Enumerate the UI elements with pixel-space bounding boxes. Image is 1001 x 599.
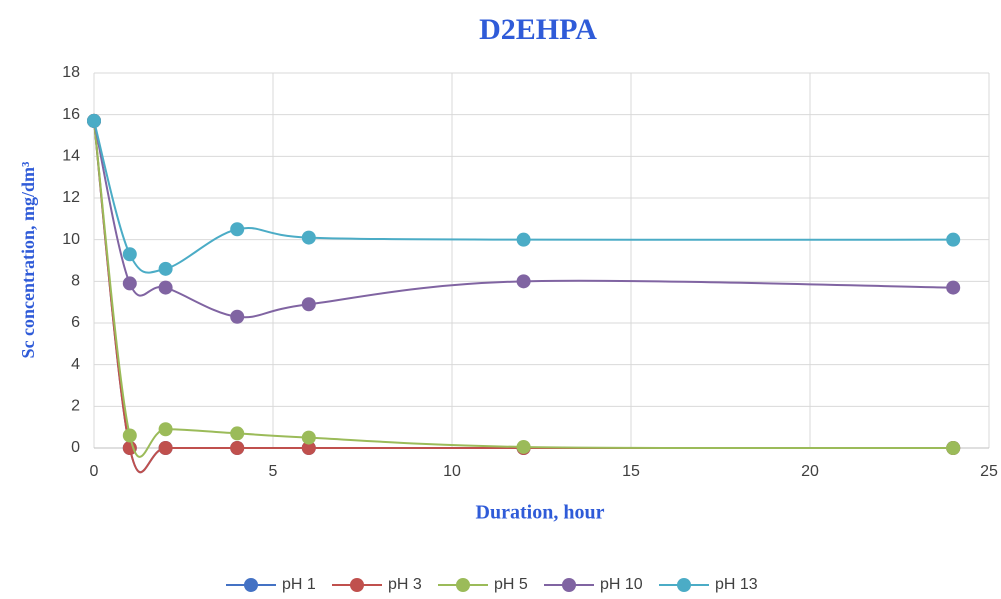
chart-title: D2EHPA xyxy=(479,13,597,46)
marker xyxy=(516,232,531,247)
legend-label: pH 10 xyxy=(600,576,643,593)
x-tick-label: 0 xyxy=(90,463,99,480)
legend-marker xyxy=(350,578,364,592)
legend-marker xyxy=(244,578,258,592)
series-line xyxy=(93,120,954,474)
legend-label: pH 5 xyxy=(494,576,528,593)
y-tick-label: 12 xyxy=(62,189,80,206)
series-line xyxy=(93,120,954,274)
legend-marker xyxy=(677,578,691,592)
legend-label: pH 1 xyxy=(282,576,316,593)
y-tick-label: 14 xyxy=(62,148,80,165)
y-tick-label: 0 xyxy=(71,439,80,456)
marker xyxy=(946,441,961,455)
legend-marker xyxy=(562,578,576,592)
marker xyxy=(122,428,137,443)
y-tick-label: 18 xyxy=(62,64,80,81)
y-tick-label: 8 xyxy=(71,273,80,290)
x-axis-label: Duration, hour xyxy=(476,502,605,524)
x-tick-label: 10 xyxy=(443,463,461,480)
x-tick-label: 15 xyxy=(622,463,640,480)
marker xyxy=(946,280,961,295)
series-line xyxy=(93,120,954,474)
x-tick-label: 25 xyxy=(980,463,998,480)
legend-marker xyxy=(456,578,470,592)
marker xyxy=(230,426,245,441)
marker xyxy=(230,441,245,455)
marker xyxy=(158,261,173,276)
marker xyxy=(158,441,173,455)
marker xyxy=(946,232,961,247)
marker xyxy=(301,441,316,455)
marker xyxy=(516,439,531,454)
marker xyxy=(158,422,173,437)
marker xyxy=(230,309,245,324)
marker xyxy=(301,230,316,245)
series-line xyxy=(93,120,954,458)
marker xyxy=(301,297,316,312)
marker xyxy=(87,113,101,128)
legend-label: pH 13 xyxy=(715,576,758,593)
marker xyxy=(122,441,137,455)
marker xyxy=(516,274,531,289)
marker xyxy=(122,276,137,291)
y-tick-label: 16 xyxy=(62,106,80,123)
y-tick-label: 6 xyxy=(71,314,80,331)
y-axis-label: Sc concentration, mg/dm³ xyxy=(18,161,38,358)
marker xyxy=(230,222,245,237)
y-tick-label: 10 xyxy=(62,231,80,248)
x-tick-label: 20 xyxy=(801,463,819,480)
legend-label: pH 3 xyxy=(388,576,422,593)
y-tick-label: 4 xyxy=(71,356,80,373)
marker xyxy=(301,430,316,445)
marker xyxy=(122,247,137,262)
x-tick-label: 5 xyxy=(269,463,278,480)
y-tick-label: 2 xyxy=(71,398,80,415)
marker xyxy=(158,280,173,295)
